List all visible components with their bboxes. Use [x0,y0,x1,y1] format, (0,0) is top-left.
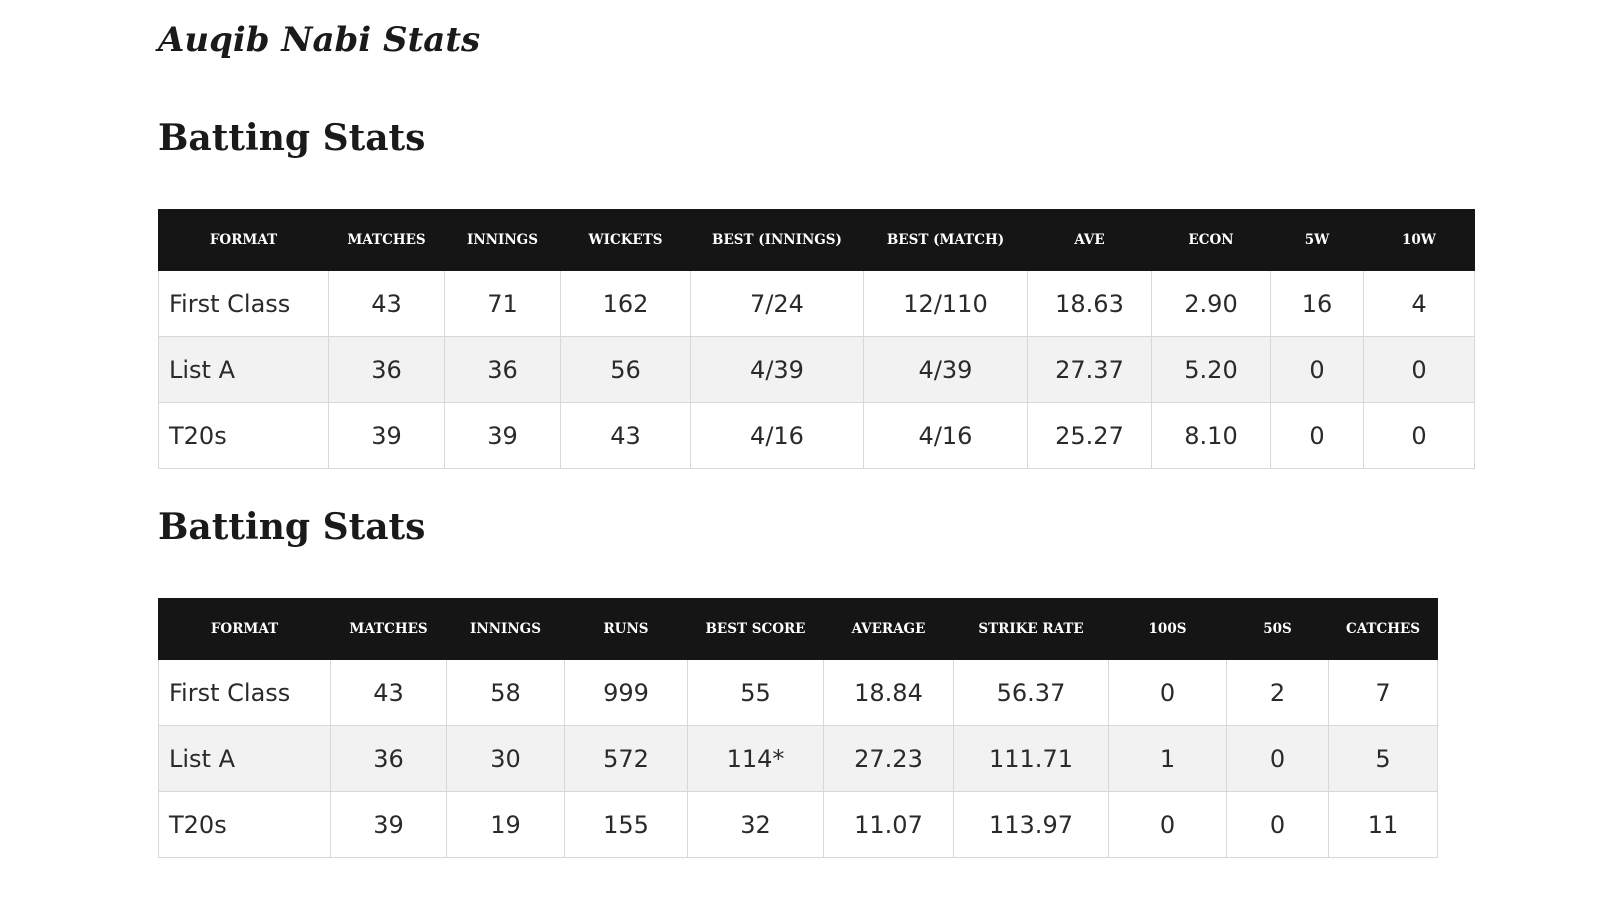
table-cell: 39 [328,402,445,469]
table-cell: 572 [564,725,688,792]
table-cell: 0 [1226,725,1329,792]
table-cell: 8.10 [1151,402,1271,469]
table-row: List A 36 30 572 114* 27.23 111.71 1 0 5 [158,725,1438,792]
table-cell: 11.07 [823,791,954,858]
header-cell: FORMAT [158,598,331,660]
header-cell: 10W [1363,209,1475,271]
table-cell: 16 [1270,270,1364,337]
table-cell: 25.27 [1027,402,1152,469]
header-cell: BEST SCORE [687,598,824,660]
table-cell: 32 [687,791,824,858]
table-cell: 999 [564,659,688,726]
table-cell: 162 [560,270,691,337]
table-cell: 1 [1108,725,1227,792]
header-row: FORMAT MATCHES INNINGS WICKETS BEST (INNINGS… [158,209,1475,271]
table-cell: 56.37 [953,659,1109,726]
header-cell: BEST (INNINGS) [690,209,864,271]
table-cell: 30 [446,725,565,792]
header-cell: RUNS [564,598,688,660]
header-cell: STRIKE RATE [953,598,1109,660]
table-cell: 4/39 [863,336,1028,403]
table-head: FORMAT MATCHES INNINGS WICKETS BEST (INNINGS… [158,209,1475,271]
table-cell: 39 [444,402,561,469]
header-cell: FORMAT [158,209,329,271]
table-cell: First Class [158,659,331,726]
table-cell: 0 [1363,336,1475,403]
table-cell: T20s [158,791,331,858]
header-cell: 5W [1270,209,1364,271]
header-cell: 100S [1108,598,1227,660]
table-cell: 56 [560,336,691,403]
header-cell: MATCHES [328,209,445,271]
table-cell: List A [158,336,329,403]
page-title: Auqib Nabi Stats [158,20,481,60]
table-cell: 114* [687,725,824,792]
header-cell: AVERAGE [823,598,954,660]
table-cell: 0 [1270,336,1364,403]
table-cell: 111.71 [953,725,1109,792]
stats-table: FORMAT MATCHES INNINGS RUNS BEST SCORE AVERAG… [158,598,1438,858]
header-cell: INNINGS [446,598,565,660]
table-body: First Class 43 71 162 7/24 12/110 18.63 2.90 16 4… [158,270,1475,469]
table-head: FORMAT MATCHES INNINGS RUNS BEST SCORE AVERAG… [158,598,1438,660]
table-cell: 27.23 [823,725,954,792]
section-heading: Batting Stats [158,506,426,548]
table-cell: 7/24 [690,270,864,337]
table-cell: 58 [446,659,565,726]
table-row: List A 36 36 56 4/39 4/39 27.37 5.20 0 0 [158,336,1475,403]
table-cell: 0 [1363,402,1475,469]
table-cell: 43 [330,659,447,726]
table-cell: First Class [158,270,329,337]
header-cell: INNINGS [444,209,561,271]
table-cell: 0 [1108,659,1227,726]
table-cell: 155 [564,791,688,858]
header-cell: MATCHES [330,598,447,660]
table-cell: 19 [446,791,565,858]
table-cell: List A [158,725,331,792]
header-cell: WICKETS [560,209,691,271]
table-cell: 0 [1226,791,1329,858]
table-cell: 27.37 [1027,336,1152,403]
table-cell: 36 [328,336,445,403]
table-cell: 4/39 [690,336,864,403]
table-cell: 18.63 [1027,270,1152,337]
table-cell: 43 [560,402,691,469]
header-cell: BEST (MATCH) [863,209,1028,271]
stats-table: FORMAT MATCHES INNINGS WICKETS BEST (INNINGS… [158,209,1475,469]
header-cell: ECON [1151,209,1271,271]
header-cell: 50S [1226,598,1329,660]
header-cell: AVE [1027,209,1152,271]
table-row: T20s 39 19 155 32 11.07 113.97 0 0 11 [158,791,1438,858]
table-cell: 43 [328,270,445,337]
table-cell: 4/16 [690,402,864,469]
table-cell: T20s [158,402,329,469]
table-cell: 5.20 [1151,336,1271,403]
table-cell: 36 [444,336,561,403]
table-cell: 7 [1328,659,1438,726]
table-cell: 55 [687,659,824,726]
table-cell: 0 [1108,791,1227,858]
table-cell: 11 [1328,791,1438,858]
header-cell: CATCHES [1328,598,1438,660]
table-cell: 12/110 [863,270,1028,337]
table-cell: 36 [330,725,447,792]
table-cell: 39 [330,791,447,858]
table-cell: 18.84 [823,659,954,726]
table-row: T20s 39 39 43 4/16 4/16 25.27 8.10 0 0 [158,402,1475,469]
table-cell: 113.97 [953,791,1109,858]
table-cell: 71 [444,270,561,337]
table-cell: 0 [1270,402,1364,469]
table-row: First Class 43 71 162 7/24 12/110 18.63 2.90 16 4 [158,270,1475,337]
table-cell: 2.90 [1151,270,1271,337]
table-cell: 4/16 [863,402,1028,469]
table-cell: 5 [1328,725,1438,792]
header-row: FORMAT MATCHES INNINGS RUNS BEST SCORE AVERAG… [158,598,1438,660]
table-cell: 4 [1363,270,1475,337]
section-heading: Batting Stats [158,117,426,159]
table-row: First Class 43 58 999 55 18.84 56.37 0 2 7 [158,659,1438,726]
table-cell: 2 [1226,659,1329,726]
